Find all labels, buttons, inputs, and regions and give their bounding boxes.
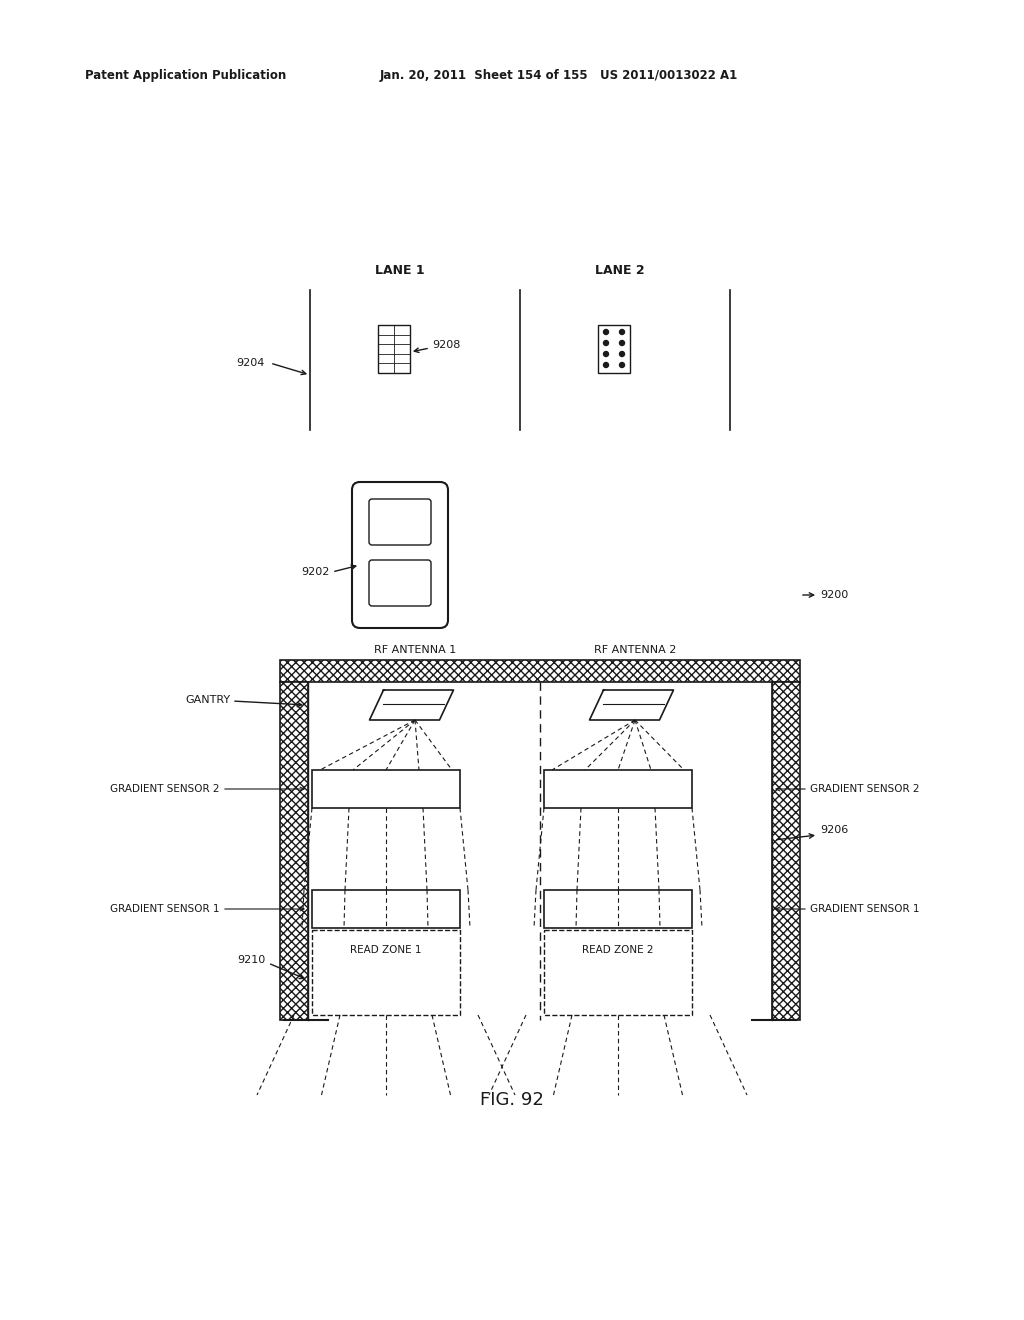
Bar (312, 890, 460, 928)
FancyBboxPatch shape (369, 499, 431, 545)
Bar (598, 325, 630, 374)
Text: LANE 2: LANE 2 (595, 264, 645, 276)
Bar (312, 770, 460, 808)
Circle shape (603, 351, 608, 356)
Text: FIG. 92: FIG. 92 (480, 1092, 544, 1109)
Text: GRADIENT SENSOR 2: GRADIENT SENSOR 2 (111, 784, 220, 795)
Text: 9208: 9208 (432, 341, 461, 350)
Text: READ ZONE 2: READ ZONE 2 (583, 945, 653, 954)
Circle shape (603, 363, 608, 367)
Text: READ ZONE 1: READ ZONE 1 (350, 945, 422, 954)
Text: GRADIENT SENSOR 1: GRADIENT SENSOR 1 (810, 904, 920, 913)
Polygon shape (590, 690, 674, 719)
Circle shape (620, 341, 625, 346)
Text: 9206: 9206 (820, 825, 848, 836)
Text: RF ANTENNA 2: RF ANTENNA 2 (594, 645, 676, 655)
Text: GRADIENT SENSOR 2: GRADIENT SENSOR 2 (810, 784, 920, 795)
FancyBboxPatch shape (352, 482, 449, 628)
Circle shape (620, 351, 625, 356)
Text: GANTRY: GANTRY (185, 696, 230, 705)
Circle shape (620, 363, 625, 367)
Polygon shape (370, 690, 454, 719)
Circle shape (603, 341, 608, 346)
Text: 9204: 9204 (237, 358, 265, 368)
Text: Jan. 20, 2011  Sheet 154 of 155   US 2011/0013022 A1: Jan. 20, 2011 Sheet 154 of 155 US 2011/0… (380, 69, 738, 82)
Bar (544, 770, 692, 808)
Circle shape (620, 330, 625, 334)
Bar (280, 682, 308, 1020)
Bar (378, 325, 410, 374)
Bar (544, 890, 692, 928)
Bar (772, 682, 800, 1020)
Text: GRADIENT SENSOR 1: GRADIENT SENSOR 1 (111, 904, 220, 913)
Text: 9200: 9200 (820, 590, 848, 601)
Text: RF ANTENNA 1: RF ANTENNA 1 (374, 645, 456, 655)
Text: Patent Application Publication: Patent Application Publication (85, 69, 287, 82)
Text: LANE 1: LANE 1 (375, 264, 425, 276)
Bar (312, 931, 460, 1015)
Bar (544, 931, 692, 1015)
Text: 9210: 9210 (237, 954, 265, 965)
FancyBboxPatch shape (369, 560, 431, 606)
Text: 9202: 9202 (302, 568, 330, 577)
Circle shape (603, 330, 608, 334)
Bar (280, 660, 800, 682)
